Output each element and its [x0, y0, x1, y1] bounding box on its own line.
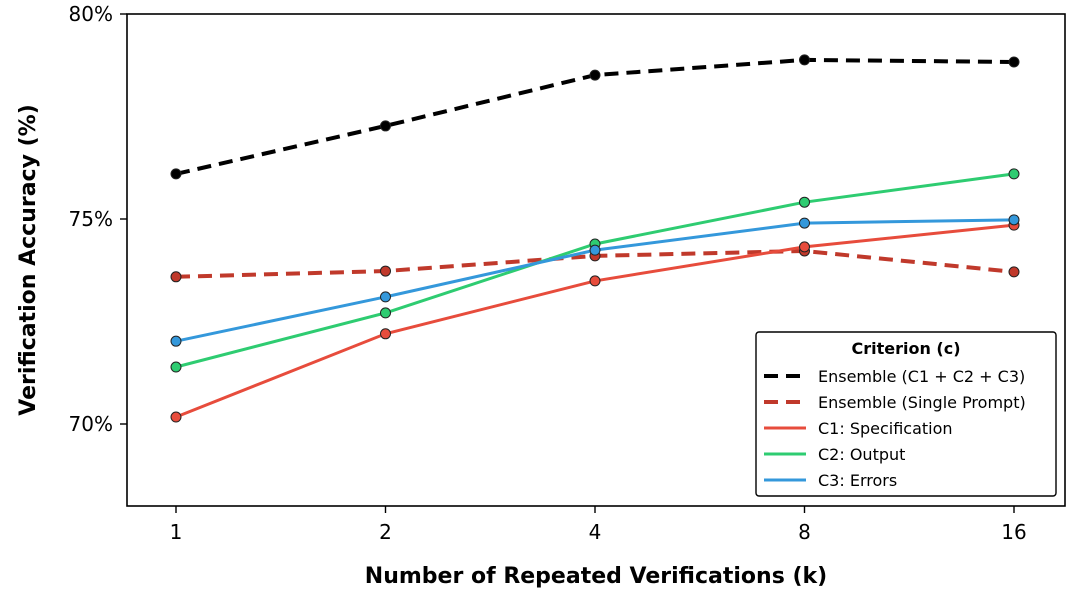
series-0 [170, 54, 1020, 180]
data-point [589, 244, 601, 256]
data-point [1008, 214, 1020, 226]
data-point [380, 291, 391, 303]
x-tick-label: 8 [798, 520, 811, 544]
legend-label: Ensemble (C1 + C2 + C3) [818, 367, 1025, 386]
y-tick-label: 70% [69, 412, 113, 436]
y-tick-label: 80% [69, 2, 113, 26]
x-tick-label: 16 [1001, 520, 1026, 544]
data-point [170, 271, 182, 283]
legend-label: C1: Specification [818, 419, 953, 438]
data-point [380, 328, 391, 340]
y-tick-label: 75% [69, 207, 113, 231]
data-point [170, 411, 182, 423]
x-tick-label: 2 [379, 520, 392, 544]
legend: Criterion (c) Ensemble (C1 + C2 + C3) Ens… [755, 331, 1057, 497]
legend-label: Ensemble (Single Prompt) [818, 393, 1026, 412]
data-point [799, 196, 810, 208]
data-point [170, 335, 182, 347]
x-tick-label: 1 [170, 520, 183, 544]
data-point [589, 69, 601, 81]
x-axis-label: Number of Repeated Verifications (k) [365, 564, 827, 589]
plot-frame [126, 13, 1066, 507]
data-point [170, 168, 182, 180]
data-point [1008, 168, 1020, 180]
legend-label: C2: Output [818, 445, 905, 464]
legend-box [755, 331, 1057, 497]
data-point [1008, 56, 1020, 68]
data-point [1008, 266, 1020, 278]
data-point [799, 241, 810, 253]
data-point [799, 54, 810, 66]
data-point [589, 275, 601, 287]
y-axis-label: Verification Accuracy (%) [16, 104, 41, 415]
data-point [380, 307, 391, 319]
data-point [380, 120, 391, 132]
legend-label: C3: Errors [818, 471, 897, 490]
data-point [170, 361, 182, 373]
x-tick-label: 4 [589, 520, 602, 544]
series-4 [170, 214, 1020, 347]
data-point [799, 217, 810, 229]
data-point [380, 265, 391, 277]
legend-title: Criterion (c) [851, 339, 960, 358]
